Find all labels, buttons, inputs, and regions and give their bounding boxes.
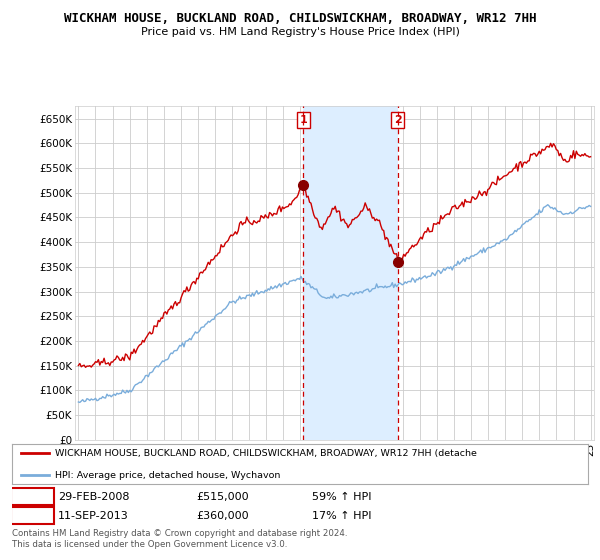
Text: 59% ↑ HPI: 59% ↑ HPI	[311, 492, 371, 502]
Text: 2: 2	[28, 510, 37, 522]
Text: 29-FEB-2008: 29-FEB-2008	[58, 492, 130, 502]
Text: Contains HM Land Registry data © Crown copyright and database right 2024.
This d: Contains HM Land Registry data © Crown c…	[12, 529, 347, 549]
Text: £515,000: £515,000	[196, 492, 249, 502]
Text: HPI: Average price, detached house, Wychavon: HPI: Average price, detached house, Wych…	[55, 470, 281, 479]
FancyBboxPatch shape	[11, 507, 54, 524]
Text: £360,000: £360,000	[196, 511, 249, 521]
Text: Price paid vs. HM Land Registry's House Price Index (HPI): Price paid vs. HM Land Registry's House …	[140, 27, 460, 37]
Bar	[303, 106, 398, 440]
Text: 2: 2	[394, 115, 402, 125]
Text: 17% ↑ HPI: 17% ↑ HPI	[311, 511, 371, 521]
Text: 1: 1	[299, 115, 307, 125]
Text: WICKHAM HOUSE, BUCKLAND ROAD, CHILDSWICKHAM, BROADWAY, WR12 7HH (detache: WICKHAM HOUSE, BUCKLAND ROAD, CHILDSWICK…	[55, 449, 477, 458]
Text: 1: 1	[28, 490, 37, 503]
Text: 11-SEP-2013: 11-SEP-2013	[58, 511, 129, 521]
FancyBboxPatch shape	[11, 488, 54, 505]
Text: WICKHAM HOUSE, BUCKLAND ROAD, CHILDSWICKHAM, BROADWAY, WR12 7HH: WICKHAM HOUSE, BUCKLAND ROAD, CHILDSWICK…	[64, 12, 536, 25]
